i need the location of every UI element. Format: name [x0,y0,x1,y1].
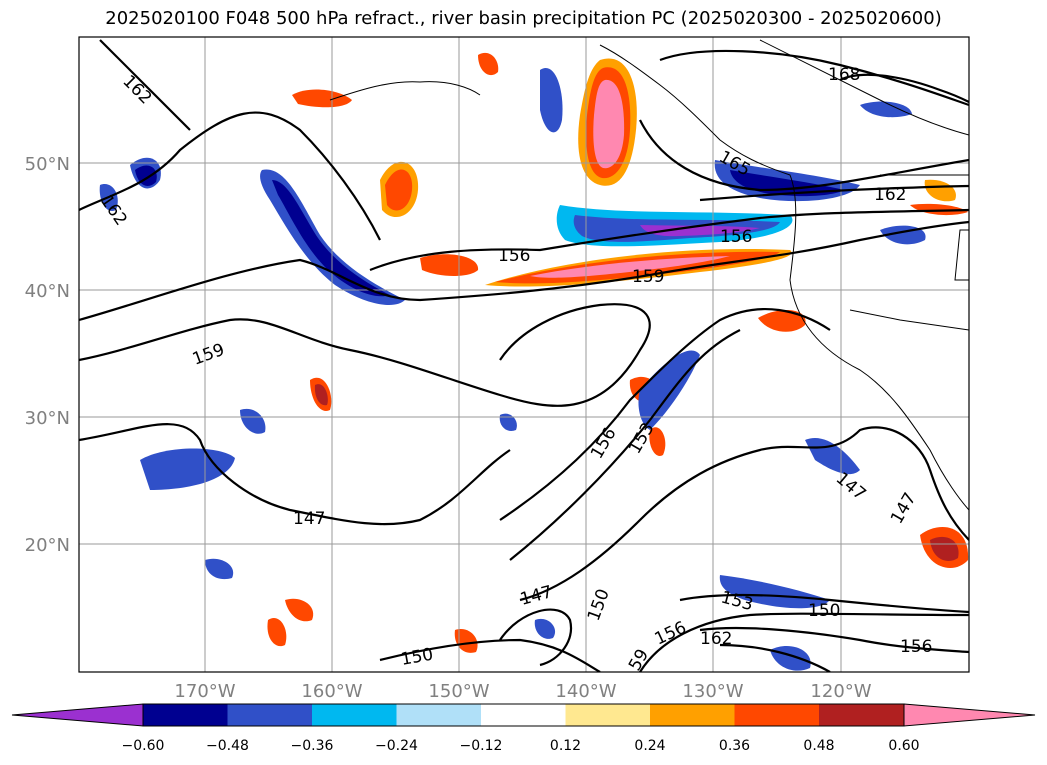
lon-label-170w: 170°W [174,681,235,702]
contour-line [379,638,601,672]
contour-line [79,220,969,322]
colorbar-tick-label: 0.12 [550,738,581,754]
refractivity-contours [79,39,969,672]
contour-label: 156 [720,227,752,247]
contour-line [699,626,969,654]
contour-line [79,303,651,407]
positive-anomaly [593,79,625,169]
contour-label: 147 [293,509,325,529]
colorbar-tick-label: −0.24 [375,738,418,754]
lat-label-20n: 20°N [25,535,70,556]
negative-anomaly [534,618,556,639]
positive-anomaly [267,618,287,647]
lon-label-140w: 140°W [555,681,616,702]
colorbar-tick-label: −0.12 [460,738,503,754]
colorbar-tick-label: 0.60 [888,738,919,754]
negative-anomaly [640,225,760,237]
positive-anomaly [292,89,352,108]
contour-label: 162 [700,629,732,649]
colorbar-bin [734,704,819,726]
map-area [79,37,969,672]
colorbar-extend-high [903,703,1036,727]
contour-line [719,643,831,672]
colorbar-bin [650,704,735,726]
lat-label-50n: 50°N [25,154,70,175]
colorbar-bin [227,704,312,726]
colorbar-tick-label: −0.48 [206,738,249,754]
contour-line [679,593,969,614]
colorbar-bin [396,704,481,726]
contour-line [699,184,969,202]
lat-label-40n: 40°N [25,281,70,302]
latitude-labels: 50°N 40°N 30°N 20°N [25,154,70,556]
contour-label: 150 [808,601,840,621]
negative-anomaly [272,180,390,297]
lon-label-160w: 160°W [301,681,362,702]
colorbar-tick-label: 0.48 [803,738,834,754]
negative-anomaly [499,413,517,431]
contour-line [79,111,381,241]
lon-label-120w: 120°W [810,681,871,702]
positive-anomaly [758,309,806,332]
colorbar-tick-label: −0.60 [122,738,165,754]
negative-anomaly [719,575,830,609]
graticule [79,37,969,672]
contour-label: 168 [828,65,860,85]
colorbar-bin [312,704,397,726]
contour-line [369,208,969,272]
positive-anomaly [530,256,730,278]
positive-anomaly [478,52,499,76]
positive-anomaly [314,384,328,406]
map-frame [78,36,970,673]
contour-line [839,73,969,103]
contour-line [639,612,969,672]
negative-anomaly [540,68,563,133]
positive-anomaly [924,179,956,202]
shaded-anomalies [99,52,969,671]
contour-line [659,49,969,107]
negative-anomaly [860,101,912,118]
colorbar-bin [143,704,228,726]
contour-line [499,608,573,667]
longitude-labels: 170°W 160°W 150°W 140°W 130°W 120°W [174,681,871,702]
positive-anomaly [649,427,666,456]
contour-line [499,308,831,521]
positive-anomaly [454,629,478,653]
negative-anomaly [240,408,266,434]
map-title: 2025020100 F048 500 hPa refract., river … [105,8,942,29]
contour-line [509,329,741,561]
lat-label-30n: 30°N [25,408,70,429]
contour-label: 156 [900,637,932,657]
contour-label: 162 [874,185,906,205]
positive-anomaly [285,598,314,622]
colorbar-bin [565,704,650,726]
positive-anomaly [910,203,968,216]
negative-anomaly [638,350,700,430]
colorbar: −0.60 −0.48 −0.36 −0.24 −0.12 0.12 0.24 … [11,703,1036,754]
contour-line [79,423,511,526]
lon-label-150w: 150°W [428,681,489,702]
colorbar-extend-low [11,703,144,727]
contour-label: 156 [498,246,530,266]
colorbar-bin [481,704,566,726]
lon-label-130w: 130°W [682,681,743,702]
colorbar-tick-label: 0.24 [634,738,665,754]
contour-line [519,426,969,602]
negative-anomaly [205,558,234,580]
positive-anomaly [385,169,413,211]
colorbar-tick-label: 0.36 [719,738,750,754]
colorbar-bin [819,704,904,726]
contour-line [99,39,191,131]
contour-label: 159 [632,267,664,287]
colorbar-tick-label: −0.36 [291,738,334,754]
positive-anomaly [420,254,479,276]
positive-anomaly [930,536,959,561]
contour-line [639,119,969,192]
